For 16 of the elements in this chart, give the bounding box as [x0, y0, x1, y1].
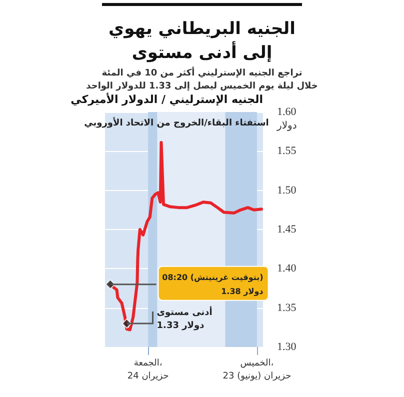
y-axis-title: دولار [276, 120, 297, 132]
band-label: استفتاء البقاء/الخروج من الاتحاد الأوروبي [84, 116, 269, 128]
y-tick-label: 1.35 [277, 302, 297, 314]
x-tick-label: الخميس، 23 حزيران (يونيو) [222, 358, 292, 382]
annotation: 08:20 (بتوقيت غرينيتش) 1.38 دولار [162, 272, 264, 296]
chart-subtitle: تراجع الجنيه الإسترليني أكثر من 10 في المئة خلال ليلة يوم الخميس ليصل إلى 1.33 للدولار الواحد [86, 66, 318, 92]
y-tick-label: 1.50 [277, 184, 297, 196]
y-tick-label: 1.60 [277, 106, 297, 118]
x-tick-label: الجمعة، 24 حزيران [127, 358, 169, 382]
text: الجنيه الإسترليني / الدولار الأميركي [70, 92, 264, 106]
chart-title: الجنيه البريطاني يهوي إلى أدنى مستوى [108, 19, 296, 63]
y-tick-label: 1.30 [277, 341, 297, 353]
y-tick-label: 1.40 [277, 262, 297, 275]
y-tick-label: 1.55 [277, 145, 297, 158]
y-tick-label: 1.45 [277, 224, 297, 236]
annotation: أدنى مستوى 1.33 دولار [156, 306, 212, 331]
